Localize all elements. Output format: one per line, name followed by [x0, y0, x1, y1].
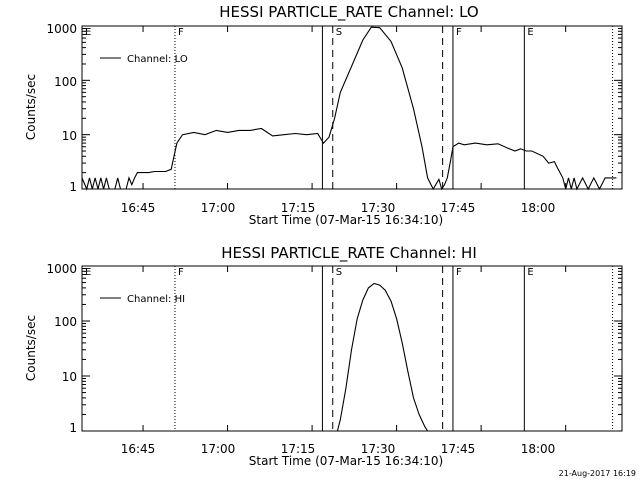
panel-hi: HESSI PARTICLE_RATE Channel: HI 16:45 17… [24, 244, 623, 468]
panel-lo: HESSI PARTICLE_RATE Channel: LO 16:45 17… [24, 3, 623, 227]
data-series [336, 282, 429, 432]
y-tick-label: 10 [62, 370, 77, 384]
x-axis-label: Start Time (07-Mar-15 16:34:10) [249, 213, 443, 227]
data-series [81, 26, 617, 191]
event-marker-label: E [527, 267, 533, 278]
x-tick-label: 16:45 [121, 201, 156, 215]
y-tick-label: 1 [69, 421, 77, 435]
x-tick-label: 17:45 [441, 201, 476, 215]
axis-ticks [82, 265, 622, 432]
series-line [336, 282, 429, 432]
plot-frame [81, 25, 623, 190]
legend-label: Channel: HI [127, 294, 185, 305]
series-line [81, 26, 617, 191]
event-marker-label: E [527, 27, 533, 38]
x-tick-label: 17:00 [201, 201, 236, 215]
x-tick-labels: 16:45 17:00 17:15 17:30 17:45 18:00 [121, 442, 556, 456]
x-tick-label: 18:00 [521, 201, 556, 215]
y-tick-label: 1000 [46, 262, 77, 276]
y-tick-labels: 1 10 100 1000 [46, 262, 77, 435]
x-tick-label: 17:45 [441, 442, 476, 456]
x-tick-label: 18:00 [521, 442, 556, 456]
event-marker-label: S [336, 267, 342, 278]
x-tick-labels: 16:45 17:00 17:15 17:30 17:45 18:00 [121, 201, 556, 215]
legend: Channel: LO [100, 54, 188, 65]
panel-title: HESSI PARTICLE_RATE Channel: LO [219, 3, 478, 22]
y-tick-label: 100 [54, 315, 77, 329]
x-tick-label: 17:15 [281, 442, 316, 456]
x-tick-label: 17:00 [201, 442, 236, 456]
x-tick-label: 16:45 [121, 442, 156, 456]
event-marker-label: F [456, 267, 462, 278]
x-tick-label: 17:30 [361, 442, 396, 456]
y-axis-label: Counts/sec [24, 74, 38, 140]
event-marker-label: F [178, 27, 184, 38]
event-marker-label: E [85, 267, 91, 278]
event-marker-label: E [85, 27, 91, 38]
event-marker-label: S [336, 27, 342, 38]
legend-label: Channel: LO [127, 54, 188, 65]
y-tick-labels: 1 10 100 1000 [46, 22, 77, 194]
panel-title: HESSI PARTICLE_RATE Channel: HI [221, 244, 477, 263]
y-tick-label: 1000 [46, 22, 77, 36]
event-marker-label: F [456, 27, 462, 38]
y-tick-label: 1 [69, 180, 77, 194]
y-tick-label: 100 [54, 75, 77, 89]
x-axis-label: Start Time (07-Mar-15 16:34:10) [249, 454, 443, 468]
legend: Channel: HI [100, 294, 185, 305]
axis-ticks [82, 25, 622, 190]
x-tick-label: 17:30 [361, 201, 396, 215]
event-marker-label: F [178, 267, 184, 278]
footer-timestamp: 21-Aug-2017 16:19 [559, 469, 636, 478]
y-axis-label: Counts/sec [24, 315, 38, 381]
y-tick-label: 10 [62, 129, 77, 143]
x-tick-label: 17:15 [281, 201, 316, 215]
plot-frame [81, 265, 623, 432]
